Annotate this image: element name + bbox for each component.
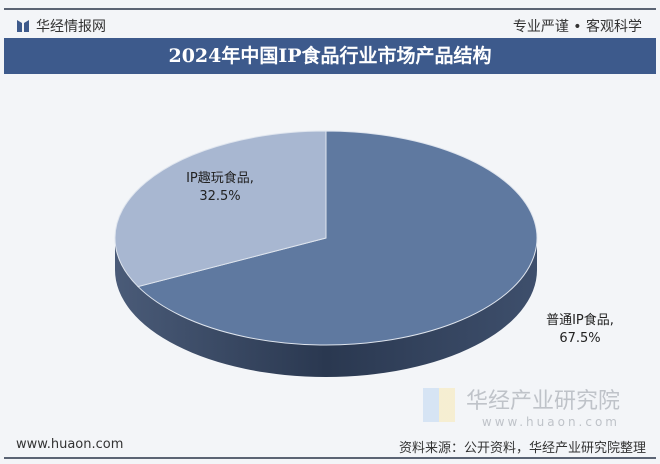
brand: 华经情报网	[16, 16, 106, 36]
pie-slice-0	[137, 130, 538, 346]
label-big-value: 67.5%	[559, 331, 600, 346]
chart-title: 2024年中国IP食品行业市场产品结构	[4, 38, 656, 74]
label-small-value: 32.5%	[199, 189, 240, 204]
footer-site: www.huaon.com	[16, 437, 124, 452]
label-big-name: 普通IP食品,	[546, 312, 614, 328]
bottom-rule	[4, 457, 656, 459]
watermark-name: 华经产业研究院	[465, 389, 620, 414]
label-small-name: IP趣玩食品,	[186, 170, 254, 186]
footer-source: 资料来源：公开资料，华经产业研究院整理	[398, 441, 646, 456]
slogan: 专业严谨 • 客观科学	[512, 19, 642, 35]
top-rule	[4, 8, 656, 10]
brand-name: 华经情报网	[36, 19, 106, 35]
pie-side-wall	[115, 238, 537, 377]
watermark-url: www.huaon.com	[481, 415, 620, 429]
watermark: 华经产业研究院 www.huaon.com	[466, 383, 620, 429]
brand-logo-icon	[17, 20, 29, 32]
pie-slice-1	[114, 130, 327, 288]
watermark-logo-icon	[423, 388, 455, 422]
